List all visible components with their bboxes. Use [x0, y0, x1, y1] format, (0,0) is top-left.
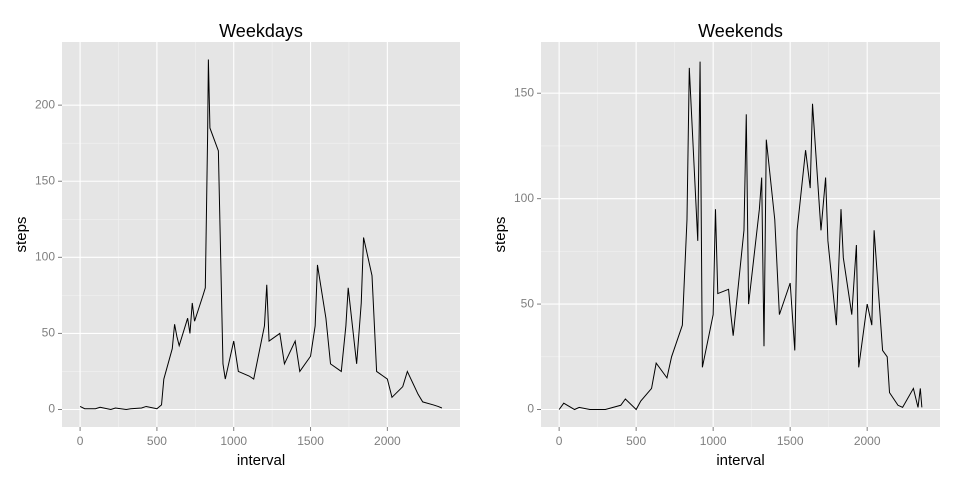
- x-tick-label: 1500: [777, 434, 804, 448]
- y-axis-label: steps: [492, 217, 509, 253]
- x-tick-label: 1000: [700, 434, 727, 448]
- y-tick-label: 100: [35, 249, 55, 263]
- y-tick-label: 0: [48, 402, 55, 416]
- panel-background: [62, 42, 460, 427]
- x-tick-label: 500: [626, 434, 646, 448]
- y-tick-label: 0: [527, 402, 534, 416]
- y-tick-label: 100: [514, 191, 534, 205]
- panel-background: [541, 42, 940, 427]
- y-tick-label: 50: [521, 296, 535, 310]
- y-tick-label: 150: [35, 173, 55, 187]
- x-axis-label: interval: [237, 452, 285, 469]
- chart-title: Weekdays: [219, 21, 303, 41]
- x-axis-label: interval: [716, 452, 764, 469]
- data-line: [79, 59, 443, 411]
- x-tick-label: 0: [77, 434, 84, 448]
- y-tick-label: 150: [514, 85, 534, 99]
- x-tick-label: 2000: [854, 434, 881, 448]
- x-tick-label: 0: [556, 434, 563, 448]
- chart-title: Weekends: [698, 21, 783, 41]
- x-tick-label: 2000: [374, 434, 401, 448]
- y-tick-label: 50: [42, 326, 56, 340]
- data-line: [558, 61, 923, 411]
- x-tick-label: 1500: [297, 434, 324, 448]
- x-tick-label: 500: [147, 434, 167, 448]
- y-tick-label: 200: [35, 97, 55, 111]
- x-tick-label: 1000: [220, 434, 247, 448]
- y-axis-label: steps: [13, 217, 30, 253]
